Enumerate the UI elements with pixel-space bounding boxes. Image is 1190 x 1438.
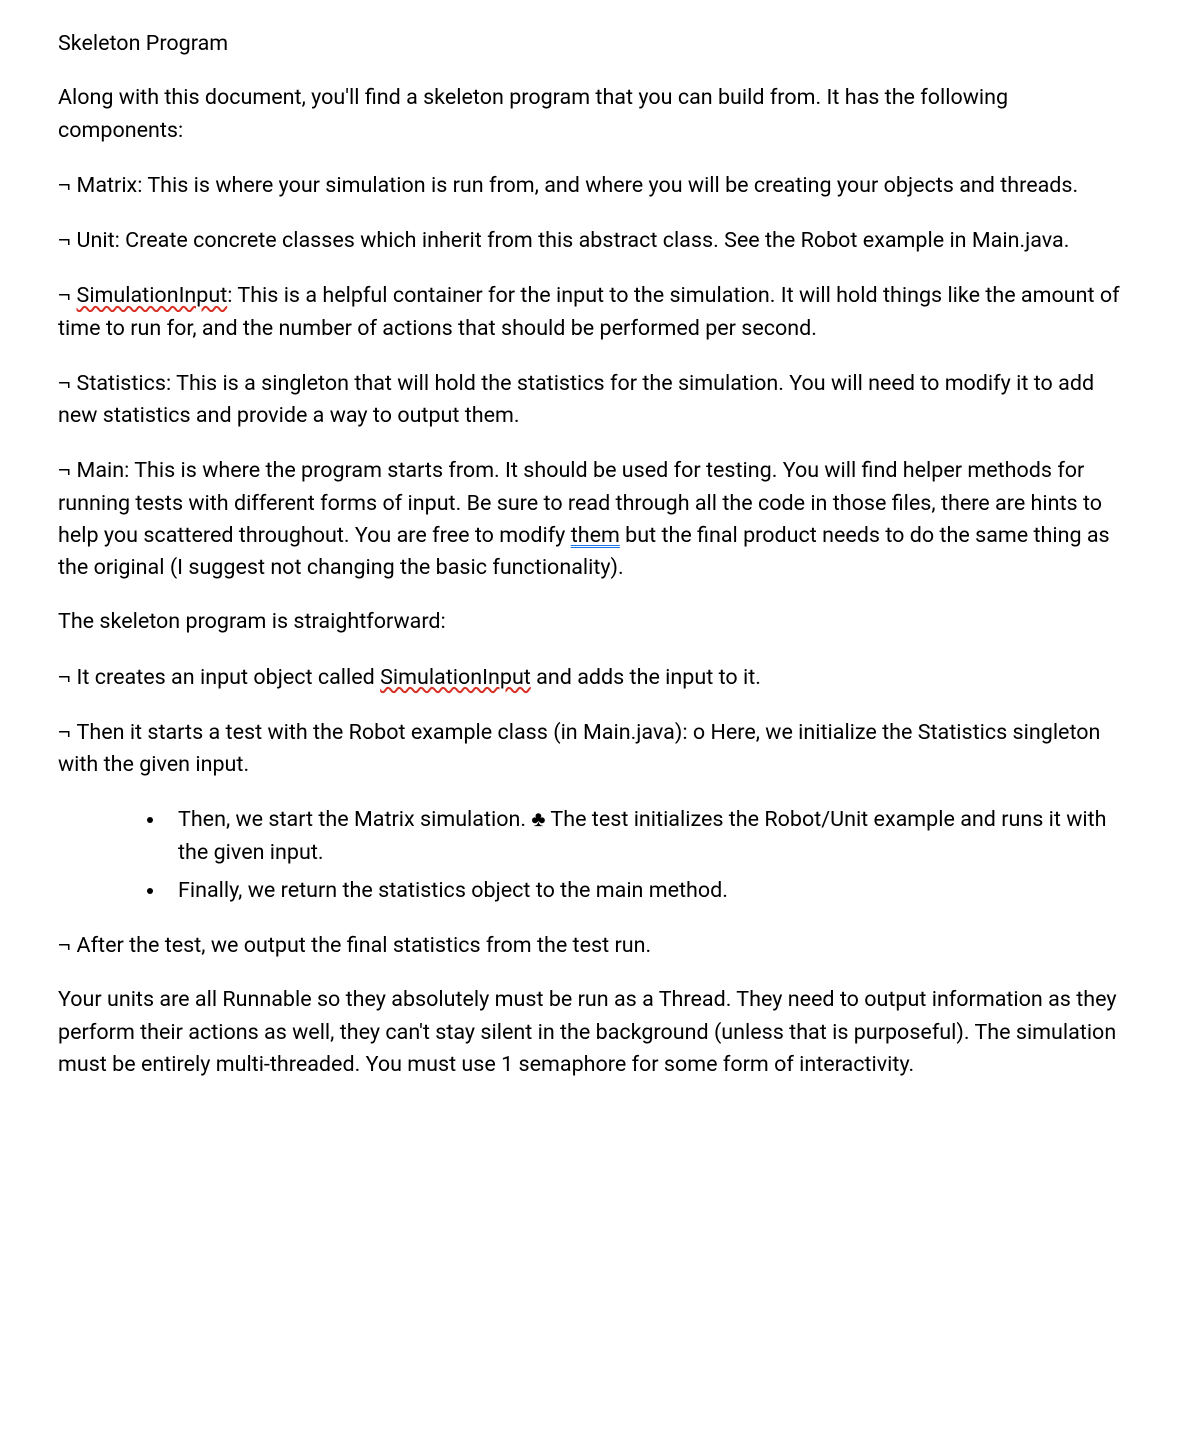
negation-symbol: ¬ — [58, 228, 77, 252]
negation-symbol: ¬ — [58, 371, 77, 395]
grammar-error-text: them — [571, 523, 620, 548]
spell-error-text: SimulationInput — [380, 665, 531, 690]
component-matrix-text: Matrix: This is where your simulation is… — [77, 173, 1079, 198]
step3-text: After the test, we output the final stat… — [77, 933, 652, 958]
step-3: ¬ After the test, we output the final st… — [58, 929, 1132, 962]
negation-symbol: ¬ — [58, 665, 77, 689]
bullet1-pre: Then, we start the Matrix simulation. — [178, 807, 531, 832]
list-item: Then, we start the Matrix simulation. ♣ … — [166, 803, 1132, 869]
negation-symbol: ¬ — [58, 283, 77, 307]
sub-bullet-list: Then, we start the Matrix simulation. ♣ … — [146, 803, 1132, 907]
straightforward-paragraph: The skeleton program is straightforward: — [58, 606, 1132, 638]
document-heading: Skeleton Program — [58, 28, 1132, 60]
step-2: ¬ Then it starts a test with the Robot e… — [58, 716, 1132, 782]
component-main: ¬ Main: This is where the program starts… — [58, 454, 1132, 584]
step2-text: Then it starts a test with the Robot exa… — [58, 720, 1100, 777]
step1-post: and adds the input to it. — [531, 665, 761, 690]
component-unit: ¬ Unit: Create concrete classes which in… — [58, 224, 1132, 257]
component-statistics: ¬ Statistics: This is a singleton that w… — [58, 367, 1132, 433]
list-item: Finally, we return the statistics object… — [166, 875, 1132, 907]
component-statistics-text: Statistics: This is a singleton that wil… — [58, 371, 1094, 428]
negation-symbol: ¬ — [58, 173, 77, 197]
club-symbol: ♣ — [531, 807, 545, 831]
negation-symbol: ¬ — [58, 720, 77, 744]
negation-symbol: ¬ — [58, 933, 77, 957]
spell-error-text: SimulationInput — [77, 283, 228, 308]
step1-pre: It creates an input object called — [77, 665, 381, 690]
intro-paragraph: Along with this document, you'll find a … — [58, 82, 1132, 147]
negation-symbol: ¬ — [58, 458, 77, 482]
component-unit-text: Unit: Create concrete classes which inhe… — [77, 228, 1070, 253]
closing-paragraph: Your units are all Runnable so they abso… — [58, 984, 1132, 1081]
step-1: ¬ It creates an input object called Simu… — [58, 661, 1132, 694]
component-matrix: ¬ Matrix: This is where your simulation … — [58, 169, 1132, 202]
component-simulationinput: ¬ SimulationInput: This is a helpful con… — [58, 279, 1132, 345]
